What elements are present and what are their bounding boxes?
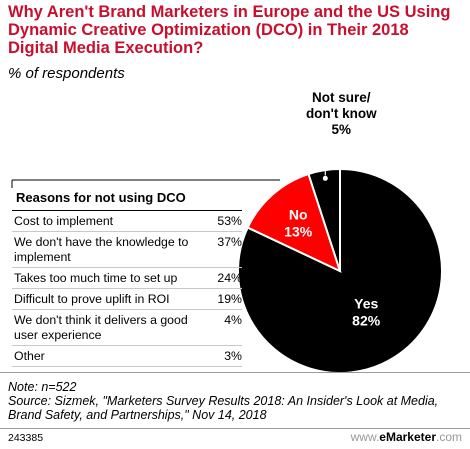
slice-label-yes: Yes	[354, 295, 378, 311]
slice-label-not-sure-line: don't know	[306, 106, 377, 121]
slice-label-not-sure-line: Not sure/	[312, 90, 371, 105]
reason-value: 19%	[217, 292, 242, 306]
brand-prefix: www.	[350, 430, 380, 444]
brand-name: eMarketer	[379, 430, 436, 444]
slice-value-no: 13%	[284, 224, 313, 240]
leader-dot	[322, 175, 328, 181]
reason-label: Takes too much time to set up	[14, 271, 178, 285]
bottom-divider	[0, 428, 470, 429]
reason-value: 3%	[224, 349, 242, 363]
brand-suffix: .com	[435, 430, 462, 444]
reason-row: Difficult to prove uplift in ROI 19%	[12, 289, 242, 310]
reasons-table: Reasons for not using DCO Cost to implem…	[12, 188, 242, 367]
reason-value: 37%	[217, 235, 242, 249]
reason-label: Other	[14, 349, 45, 363]
reason-row: We don't have the knowledge to implement…	[12, 232, 242, 268]
reason-value: 4%	[224, 313, 242, 327]
pie-slice-no	[246, 172, 342, 273]
chart-subtitle: % of respondents	[8, 65, 125, 82]
brand-logo: www.eMarketer.com	[351, 430, 462, 444]
footer-divider	[0, 372, 470, 373]
reason-value: 53%	[217, 214, 242, 228]
reason-label: Difficult to prove uplift in ROI	[14, 292, 170, 306]
reason-row: Takes too much time to set up 24%	[12, 268, 242, 289]
reason-row: We don't think it delivers a good user e…	[12, 310, 242, 346]
reason-label: Cost to implement	[14, 214, 114, 228]
reason-label: We don't have the knowledge to implement	[14, 235, 189, 264]
chart-note: Note: n=522	[8, 380, 77, 394]
reasons-table-title: Reasons for not using DCO	[12, 188, 242, 211]
reason-row: Other 3%	[12, 346, 242, 367]
pie-annotation: Using DCO	[303, 343, 377, 359]
reason-label: We don't think it delivers a good user e…	[14, 313, 188, 342]
reason-row: Cost to implement 53%	[12, 211, 242, 232]
pie-slice-not-sure-don-t-know	[307, 167, 341, 272]
slice-value-yes: 82%	[352, 312, 381, 328]
chart-title: Why Aren't Brand Marketers in Europe and…	[8, 3, 451, 57]
chart-id: 243385	[8, 432, 44, 444]
chart-source: Source: Sizmek, "Marketers Survey Result…	[8, 394, 439, 422]
slice-label-no: No	[289, 207, 308, 223]
slice-value-not-sure: 5%	[332, 122, 352, 137]
reason-value: 24%	[217, 271, 242, 285]
